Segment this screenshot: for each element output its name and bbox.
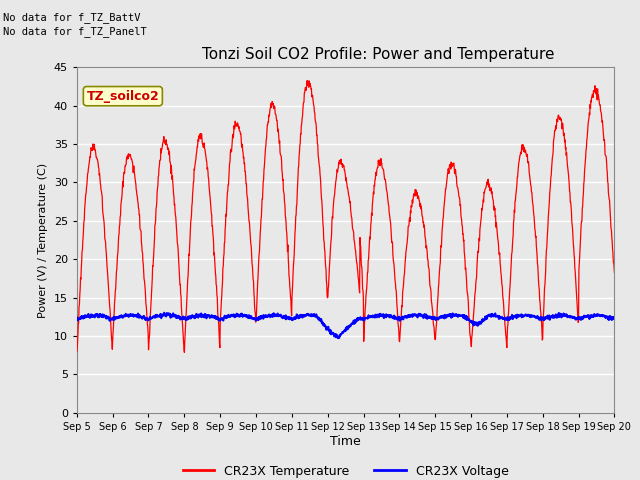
X-axis label: Time: Time [330,434,361,448]
Y-axis label: Power (V) / Temperature (C): Power (V) / Temperature (C) [38,162,48,318]
Legend: CR23X Temperature, CR23X Voltage: CR23X Temperature, CR23X Voltage [178,459,513,480]
Title: Tonzi Soil CO2 Profile: Power and Temperature: Tonzi Soil CO2 Profile: Power and Temper… [202,47,554,62]
Text: No data for f_TZ_BattV: No data for f_TZ_BattV [3,12,141,23]
Text: No data for f_TZ_PanelT: No data for f_TZ_PanelT [3,26,147,37]
Text: TZ_soilco2: TZ_soilco2 [86,90,159,103]
